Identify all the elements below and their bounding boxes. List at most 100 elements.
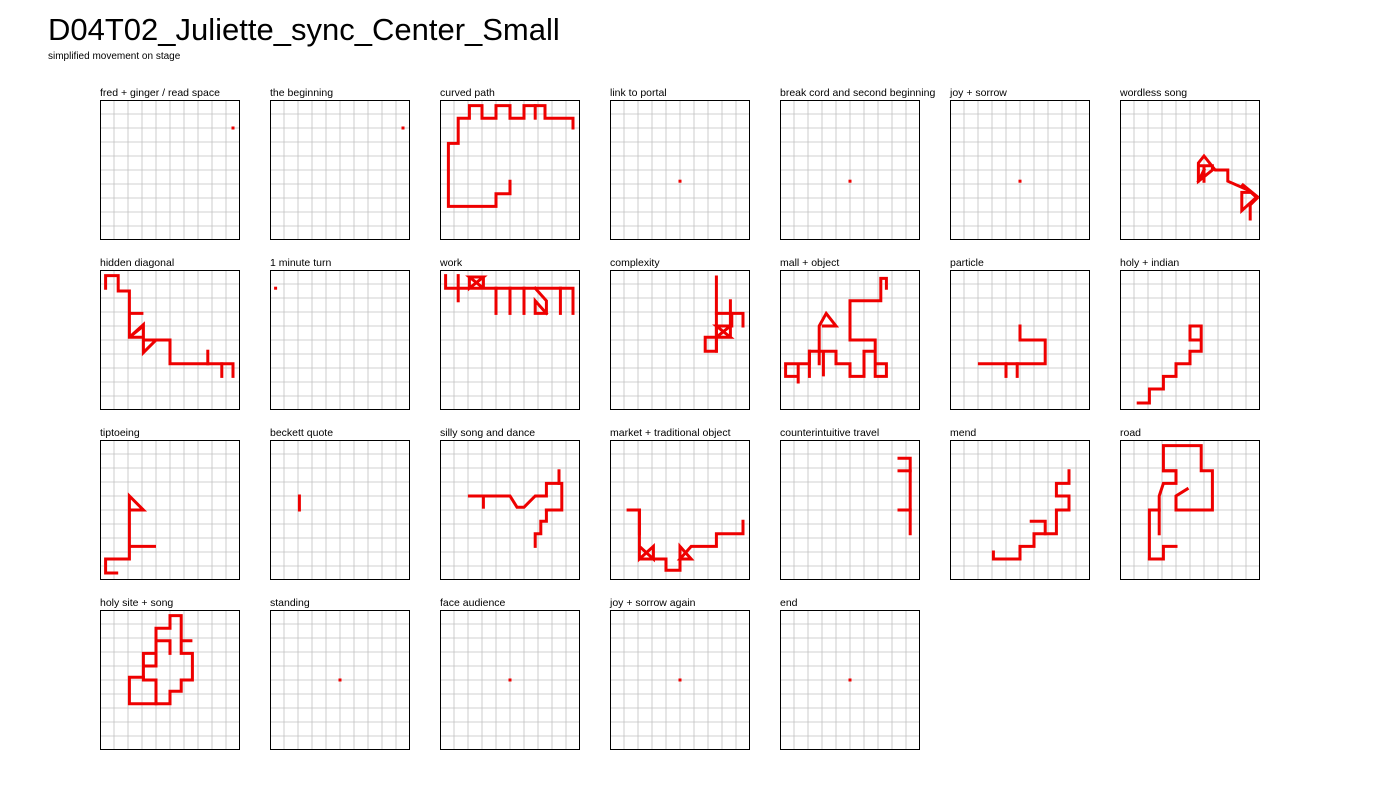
movement-path: [1196, 167, 1207, 184]
stage-frame: [270, 270, 410, 410]
stage-panel: beckett quote: [270, 426, 430, 601]
movement-path: [1029, 519, 1047, 536]
panel-label: fred + ginger / read space: [100, 87, 220, 99]
stage-panel: joy + sorrow: [950, 86, 1110, 261]
movement-path: [127, 675, 158, 706]
movement-path: [1136, 324, 1203, 405]
stage-panel: holy site + song: [100, 596, 260, 771]
panel-label: break cord and second beginning: [780, 87, 936, 99]
stage-frame: [610, 100, 750, 240]
panel-label: market + traditional object: [610, 427, 731, 439]
stage-panel: mall + object: [780, 256, 940, 431]
stage-grid: [950, 440, 1090, 580]
stage-frame: [270, 100, 410, 240]
movement-path: [626, 508, 745, 572]
movement-path: [141, 614, 194, 706]
stage-panel: tiptoeing: [100, 426, 260, 601]
panel-label: joy + sorrow: [950, 87, 1007, 99]
stage-grid: [610, 610, 750, 750]
stage-panel: end: [780, 596, 940, 771]
stage-frame: [270, 610, 410, 750]
movement-path: [104, 274, 235, 378]
movement-path: [977, 324, 1047, 366]
movement-path: [703, 311, 735, 353]
movement-path: [1147, 444, 1214, 561]
stage-panel: face audience: [440, 596, 600, 771]
movement-path: [444, 274, 575, 315]
stage-frame: [780, 610, 920, 750]
panel-label: road: [1120, 427, 1142, 439]
stage-panel: break cord and second beginning: [780, 86, 940, 261]
stage-panel: work: [440, 256, 600, 431]
panel-label: mend: [950, 427, 977, 439]
stage-grid: [100, 440, 240, 580]
stage-panel: silly song and dance: [440, 426, 600, 601]
stage-grid: [270, 440, 410, 580]
panel-label: the beginning: [270, 87, 334, 99]
stage-grid: [780, 270, 920, 410]
stage-grid: [100, 610, 240, 750]
stage-panel: complexity: [610, 256, 770, 431]
stage-grid: [780, 440, 920, 580]
stage-grid: [100, 100, 240, 240]
stage-panel: hidden diagonal: [100, 256, 260, 431]
position-dot: [274, 286, 278, 290]
stage-panel: road: [1120, 426, 1280, 601]
movement-path: [817, 310, 840, 366]
stage-frame: [100, 270, 240, 410]
stage-grid: [1120, 100, 1260, 240]
stage-frame: [100, 100, 240, 240]
movement-path: [1147, 544, 1178, 561]
stage-grid: [780, 610, 920, 750]
stage-frame: [270, 440, 410, 580]
movement-path: [533, 286, 549, 316]
stage-panel: holy + indian: [1120, 256, 1280, 431]
panel-label: beckett quote: [270, 427, 334, 439]
position-dot: [678, 678, 682, 682]
stage-panel: link to portal: [610, 86, 770, 261]
stage-grid: [1120, 270, 1260, 410]
panel-label: tiptoeing: [100, 427, 140, 439]
stage-grid: [100, 270, 240, 410]
panel-label: hidden diagonal: [100, 257, 175, 269]
stage-grid: [1120, 440, 1260, 580]
panel-label: holy + indian: [1120, 257, 1180, 269]
stage-panel: particle: [950, 256, 1110, 431]
movement-path: [784, 276, 888, 384]
movement-path: [991, 469, 1071, 561]
position-dot: [508, 678, 512, 682]
stage-grid: [610, 440, 750, 580]
stage-frame: [610, 440, 750, 580]
stage-panel: curved path: [440, 86, 600, 261]
page-title: D04T02_Juliette_sync_Center_Small: [48, 12, 560, 47]
panel-label: curved path: [440, 87, 495, 99]
stage-grid: [780, 100, 920, 240]
panel-label: 1 minute turn: [270, 257, 332, 269]
stage-frame: [1120, 100, 1260, 240]
panel-label: work: [440, 257, 463, 269]
stage-grid: [270, 100, 410, 240]
stage-grid: [950, 100, 1090, 240]
stage-frame: [610, 270, 750, 410]
panel-label: particle: [950, 257, 984, 269]
panel-label: complexity: [610, 257, 660, 269]
stage-grid: [270, 270, 410, 410]
panel-label: mall + object: [780, 257, 840, 269]
panel-label: standing: [270, 597, 310, 609]
position-dot: [231, 126, 235, 130]
stage-grid: [440, 610, 580, 750]
stage-frame: [440, 270, 580, 410]
stage-frame: [780, 440, 920, 580]
panel-label: link to portal: [610, 87, 667, 99]
position-dot: [678, 179, 682, 183]
stage-frame: [780, 100, 920, 240]
panel-label: counterintuitive travel: [780, 427, 880, 439]
stage-frame: [1120, 440, 1260, 580]
stage-frame: [440, 610, 580, 750]
page-subtitle: simplified movement on stage: [48, 51, 181, 62]
stage-grid: [440, 440, 580, 580]
panel-label: silly song and dance: [440, 427, 536, 439]
panel-label: end: [780, 597, 798, 609]
panel-label: face audience: [440, 597, 506, 609]
panel-label: joy + sorrow again: [610, 597, 696, 609]
